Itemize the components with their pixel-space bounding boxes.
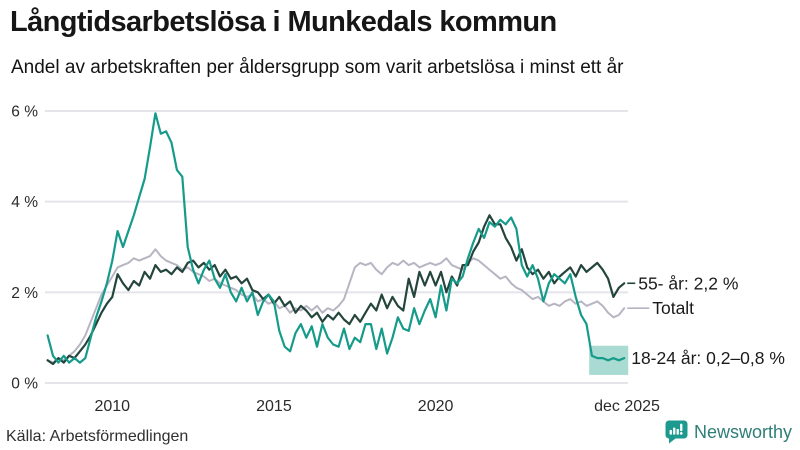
series-end-label: Totalt [652, 298, 694, 318]
x-tick-label: 2020 [418, 398, 454, 415]
series-line-totalt [46, 248, 626, 364]
series-line-18-24-år [46, 112, 626, 364]
x-tick-label: dec 2025 [594, 398, 660, 415]
newsworthy-logo-icon [665, 420, 688, 444]
y-tick-label: 0 % [11, 376, 38, 393]
chart-svg: 0 % 2 % 4 % 6 % 2010 2015 2020 dec 2025 Totalt 55… [11, 104, 785, 416]
x-tick-label: 2010 [94, 398, 130, 415]
series-line-55--år [46, 214, 626, 366]
newsworthy-brand-link[interactable]: Newsworthy [665, 420, 792, 444]
x-tick-label: 2015 [256, 398, 292, 415]
chart-subtitle: Andel av arbetskraften per åldersgrupp s… [11, 57, 624, 78]
y-tick-label: 6 % [11, 104, 38, 121]
source-note: Källa: Arbetsförmedlingen [6, 428, 189, 445]
y-tick-label: 2 % [11, 285, 38, 302]
page-title: Långtidsarbetslösa i Munkedals kommun [10, 6, 557, 38]
series-end-label: 18-24 år: 0,2–0,8 % [631, 348, 785, 368]
newsworthy-brand-name: Newsworthy [693, 421, 792, 442]
series-end-label: 55- år: 2,2 % [638, 273, 738, 293]
y-tick-label: 4 % [11, 194, 38, 211]
